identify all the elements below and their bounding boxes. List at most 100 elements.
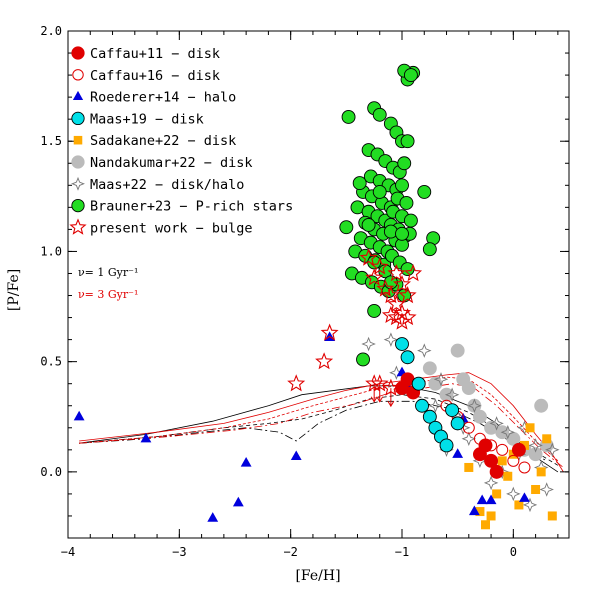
data-point — [341, 110, 356, 124]
plot-frame — [67, 30, 570, 539]
data-point — [452, 448, 464, 458]
legend-marker — [72, 69, 84, 81]
data-point — [404, 264, 423, 282]
y-tick-label: 0.5 — [40, 355, 62, 369]
legend-label: Brauner+23 − P-rich stars — [90, 199, 293, 215]
data-point — [393, 312, 411, 330]
series-3 — [395, 337, 465, 453]
data-point — [320, 323, 339, 341]
y-tick-label: 0.0 — [40, 465, 62, 479]
x-tick-label: −4 — [61, 545, 75, 559]
data-point — [395, 178, 409, 193]
x-tick-label: −1 — [395, 545, 409, 559]
data-point — [503, 471, 513, 481]
data-point — [547, 511, 557, 521]
series-8 — [287, 248, 423, 396]
data-point — [462, 421, 475, 434]
data-point — [496, 443, 509, 456]
data-point — [483, 475, 499, 491]
legend-label: Roederer+14 − halo — [90, 90, 236, 106]
legend-marker — [69, 218, 87, 235]
data-point — [397, 156, 412, 171]
data-point — [518, 461, 531, 474]
data-point — [422, 242, 437, 257]
data-point — [476, 494, 488, 505]
data-marks — [73, 63, 560, 530]
data-point — [361, 336, 376, 352]
data-point — [417, 343, 432, 358]
data-point — [392, 275, 412, 293]
data-point — [522, 497, 538, 513]
y-tick-label: 1.0 — [40, 244, 62, 258]
legend-label: Maas+19 − disk — [90, 111, 204, 127]
data-point — [361, 218, 376, 232]
data-point — [411, 376, 426, 391]
data-point — [514, 500, 524, 510]
annotation-nu-3: ν= 3 Gyr⁻¹ — [78, 288, 138, 301]
data-point — [484, 453, 499, 468]
data-point — [403, 68, 418, 83]
data-point — [370, 257, 389, 275]
series-7 — [339, 63, 441, 367]
x-axis-label: [Fe/H] — [295, 568, 340, 584]
data-point — [433, 372, 449, 387]
x-tick-label: −3 — [172, 545, 186, 559]
data-point — [539, 482, 554, 497]
data-point — [400, 134, 415, 149]
data-point — [400, 350, 415, 365]
data-point — [472, 409, 487, 424]
data-point — [525, 423, 535, 433]
data-point — [359, 248, 378, 266]
data-point — [315, 352, 334, 370]
data-point — [287, 374, 306, 392]
legend-label: present work − bulge — [90, 220, 253, 236]
data-point — [486, 511, 496, 521]
data-point — [381, 286, 400, 304]
data-point — [422, 409, 437, 424]
data-point — [489, 464, 504, 479]
axes: −4 −3 −2 −1 0 0.0 0.5 1.0 1.5 2.0 — [40, 24, 569, 559]
x-tick-label: 0 — [510, 545, 517, 559]
data-point — [399, 195, 414, 210]
data-point — [356, 352, 370, 367]
model-curve-6 — [79, 383, 564, 468]
data-point — [542, 434, 552, 444]
y-tick-label: 2.0 — [40, 24, 62, 38]
data-point — [422, 361, 437, 376]
data-point — [450, 343, 465, 358]
data-point — [415, 398, 429, 413]
legend-marker — [71, 155, 85, 169]
series-4 — [464, 423, 557, 530]
annotation-nu-1: ν= 1 Gyr⁻¹ — [78, 266, 138, 279]
legend-label: Nandakumar+22 − disk — [90, 155, 253, 171]
data-point — [492, 489, 502, 499]
y-axis-label: [P/Fe] — [6, 269, 22, 311]
data-point — [464, 462, 474, 472]
legend-label: Maas+22 − disk/halo — [90, 177, 244, 193]
data-point — [387, 294, 406, 313]
data-point — [372, 184, 387, 199]
data-point — [395, 226, 409, 241]
data-point — [467, 398, 482, 413]
data-point — [290, 450, 302, 461]
data-point — [428, 398, 443, 413]
upper-limit-arrowhead — [376, 396, 384, 403]
data-point — [481, 520, 490, 530]
data-point — [383, 332, 399, 347]
legend-marker — [71, 111, 85, 126]
data-point — [536, 467, 546, 477]
data-point — [508, 449, 518, 459]
upper-limit-arrowhead — [370, 396, 378, 403]
data-point — [381, 305, 400, 323]
data-point — [528, 438, 543, 453]
data-point — [545, 442, 560, 458]
upper-limit-arrows — [370, 383, 395, 408]
data-point — [232, 496, 244, 507]
data-point — [444, 387, 460, 402]
data-point — [372, 107, 387, 122]
data-point — [485, 494, 497, 505]
data-point — [365, 268, 384, 286]
data-point — [478, 438, 493, 453]
y-tick-label: 1.5 — [40, 134, 62, 148]
data-point — [240, 457, 252, 467]
